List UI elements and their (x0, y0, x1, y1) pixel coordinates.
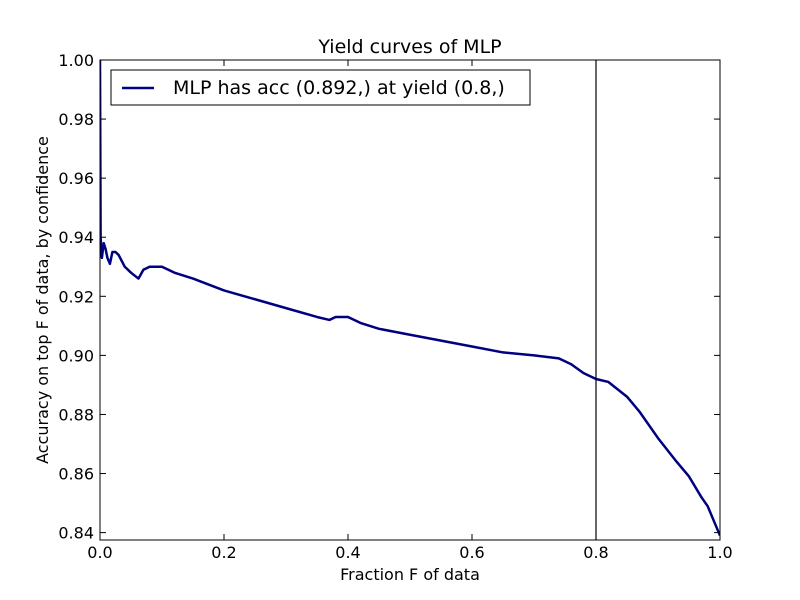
x-axis-title: Fraction F of data (340, 565, 480, 584)
y-tick-label: 0.96 (58, 169, 94, 188)
y-tick-label: 0.88 (58, 405, 94, 424)
y-tick-label: 0.86 (58, 465, 94, 484)
x-tick-label: 0.0 (87, 543, 112, 562)
legend-box (110, 69, 531, 106)
y-tick-label: 0.84 (58, 524, 94, 543)
x-tick-label: 1.0 (707, 543, 732, 562)
y-tick-label: 0.94 (58, 228, 94, 247)
x-tick-label: 0.6 (459, 543, 484, 562)
x-tick-label: 0.2 (211, 543, 236, 562)
chart-title: Yield curves of MLP (317, 36, 501, 58)
y-tick-label: 1.00 (58, 51, 94, 70)
series-line-0 (100, 60, 720, 537)
plot-frame (99, 59, 721, 541)
y-tick-label: 0.92 (58, 287, 94, 306)
x-tick-label: 0.4 (335, 543, 360, 562)
plot-layer: 0.0 0.2 0.4 0.6 0.8 1.0 0.84 0.86 0.88 0.90 0.92 0.… (58, 51, 732, 562)
y-axis-title: Accuracy on top F of data, by confidence (33, 136, 52, 464)
legend-label: MLP has acc (0.892,) at yield (0.8,) (173, 77, 505, 99)
legend: MLP has acc (0.892,) at yield (0.8,) (110, 69, 531, 106)
y-tick-label: 0.98 (58, 110, 94, 129)
x-tick-label: 0.8 (583, 543, 608, 562)
y-tick-label: 0.90 (58, 346, 94, 365)
